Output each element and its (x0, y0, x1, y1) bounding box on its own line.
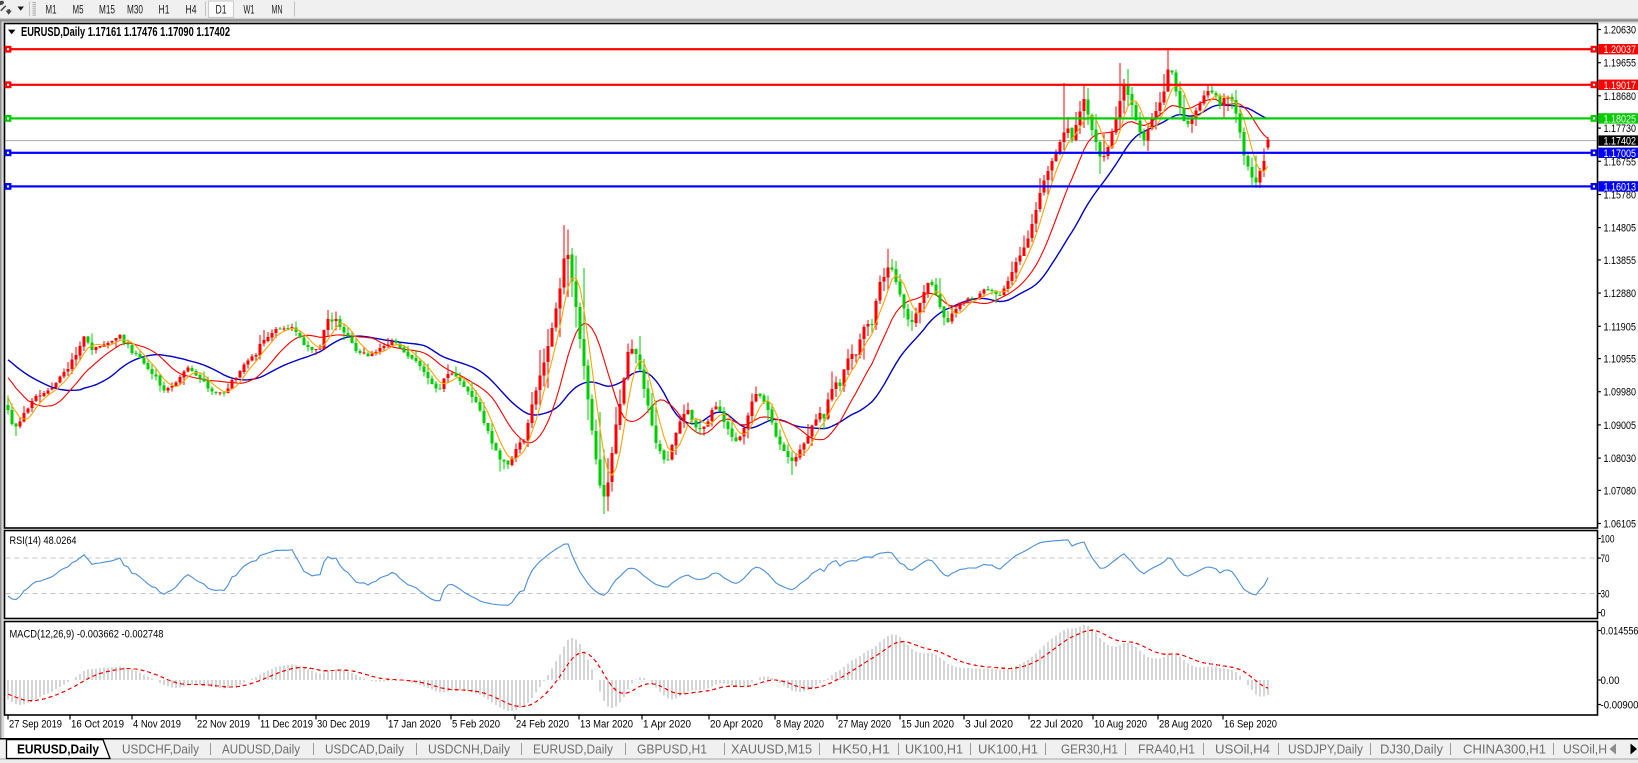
svg-text:27 Sep 2019: 27 Sep 2019 (9, 719, 62, 731)
svg-text:20 Apr 2020: 20 Apr 2020 (710, 719, 763, 731)
svg-text:GER30,H1: GER30,H1 (1061, 743, 1118, 757)
svg-text:USDJPY,Daily: USDJPY,Daily (1288, 743, 1364, 757)
svg-text:UK100,H1: UK100,H1 (978, 743, 1038, 757)
svg-text:USOil,H: USOil,H (1563, 743, 1607, 757)
svg-text:11 Dec 2019: 11 Dec 2019 (260, 719, 313, 731)
svg-text:FRA40,H1: FRA40,H1 (1138, 743, 1195, 757)
svg-text:1.17005: 1.17005 (1604, 148, 1637, 160)
svg-text:1.17730: 1.17730 (1604, 123, 1637, 135)
svg-text:1.20630: 1.20630 (1604, 25, 1637, 37)
svg-text:13 Mar 2020: 13 Mar 2020 (580, 719, 633, 731)
svg-text:1.12880: 1.12880 (1604, 288, 1637, 300)
svg-text:8 May 2020: 8 May 2020 (776, 719, 824, 731)
svg-text:1.17402: 1.17402 (1604, 136, 1637, 148)
svg-text:1.20037: 1.20037 (1604, 44, 1637, 56)
svg-text:0.014556: 0.014556 (1601, 626, 1638, 638)
svg-text:4 Nov 2019: 4 Nov 2019 (133, 719, 181, 731)
svg-text:100: 100 (1601, 534, 1615, 546)
svg-text:DJ30,Daily: DJ30,Daily (1380, 743, 1444, 757)
svg-text:5 Feb 2020: 5 Feb 2020 (452, 719, 500, 731)
svg-text:CHINA300,H1: CHINA300,H1 (1463, 743, 1546, 757)
svg-text:EURUSD,Daily: EURUSD,Daily (533, 743, 614, 757)
svg-text:EURUSD,Daily: EURUSD,Daily (17, 743, 99, 757)
svg-text:28 Aug 2020: 28 Aug 2020 (1159, 719, 1212, 731)
svg-text:H1: H1 (159, 5, 170, 17)
svg-text:3 Jul 2020: 3 Jul 2020 (965, 719, 1013, 731)
svg-text:1.09980: 1.09980 (1604, 387, 1637, 399)
svg-text:22 Jul 2020: 22 Jul 2020 (1030, 719, 1083, 731)
svg-text:M1: M1 (46, 5, 57, 17)
svg-text:27 May 2020: 27 May 2020 (838, 719, 891, 731)
svg-text:1.08030: 1.08030 (1604, 453, 1637, 465)
svg-text:1.09005: 1.09005 (1604, 420, 1637, 432)
svg-text:M30: M30 (127, 5, 143, 17)
svg-text:17 Jan 2020: 17 Jan 2020 (388, 719, 441, 731)
svg-text:RSI(14) 48.0264: RSI(14) 48.0264 (10, 535, 77, 547)
svg-text:USOil,H4: USOil,H4 (1215, 743, 1270, 757)
svg-text:USDCHF,Daily: USDCHF,Daily (122, 743, 200, 757)
svg-text:1.19017: 1.19017 (1604, 80, 1637, 92)
svg-text:D1: D1 (216, 5, 227, 17)
svg-text:M15: M15 (99, 5, 115, 17)
svg-text:1.15780: 1.15780 (1604, 190, 1637, 202)
svg-text:USDCAD,Daily: USDCAD,Daily (325, 743, 405, 757)
svg-text:MACD(12,26,9) -0.003662 -0.002: MACD(12,26,9) -0.003662 -0.002748 (10, 629, 164, 641)
svg-text:M5: M5 (73, 5, 84, 17)
svg-text:AUDUSD,Daily: AUDUSD,Daily (222, 743, 301, 757)
svg-text:1.14805: 1.14805 (1604, 223, 1637, 235)
svg-text:1.19655: 1.19655 (1604, 58, 1637, 70)
svg-text:1.11905: 1.11905 (1604, 321, 1637, 333)
svg-text:10 Aug 2020: 10 Aug 2020 (1094, 719, 1147, 731)
svg-text:15 Jun 2020: 15 Jun 2020 (901, 719, 954, 731)
svg-text:24 Feb 2020: 24 Feb 2020 (516, 719, 569, 731)
svg-text:EURUSD,Daily 1.17161 1.17476: EURUSD,Daily 1.17161 1.17476 1.17090 1.1… (21, 25, 230, 39)
svg-text:1.16013: 1.16013 (1604, 181, 1637, 193)
svg-text:W1: W1 (244, 5, 255, 17)
svg-text:1 Apr 2020: 1 Apr 2020 (643, 719, 691, 731)
svg-text:1.18680: 1.18680 (1604, 91, 1637, 103)
svg-text:16 Oct 2019: 16 Oct 2019 (71, 719, 124, 731)
svg-text:GBPUSD,H1: GBPUSD,H1 (637, 743, 707, 757)
svg-text:22 Nov 2019: 22 Nov 2019 (197, 719, 250, 731)
svg-text:H4: H4 (186, 5, 197, 17)
svg-text:30 Dec 2019: 30 Dec 2019 (317, 719, 370, 731)
svg-text:MN: MN (272, 5, 283, 17)
svg-text:USDCNH,Daily: USDCNH,Daily (428, 743, 511, 757)
svg-text:1.13855: 1.13855 (1604, 255, 1637, 267)
svg-text:0: 0 (1601, 608, 1606, 620)
svg-text:XAUUSD,M15: XAUUSD,M15 (731, 743, 812, 757)
svg-text:HK50,H1: HK50,H1 (832, 743, 890, 757)
svg-text:1.07080: 1.07080 (1604, 485, 1637, 497)
svg-text:UK100,H1: UK100,H1 (905, 743, 963, 757)
svg-text:70: 70 (1601, 553, 1610, 565)
svg-text:30: 30 (1601, 589, 1610, 601)
svg-text:1.18025: 1.18025 (1604, 113, 1637, 125)
svg-text:16 Sep 2020: 16 Sep 2020 (1224, 719, 1277, 731)
svg-text:1.06105: 1.06105 (1604, 519, 1637, 531)
svg-text:1.16755: 1.16755 (1604, 156, 1637, 168)
svg-text:1.10955: 1.10955 (1604, 354, 1637, 366)
svg-text:-0.00900: -0.00900 (1601, 700, 1638, 712)
svg-text:0.00: 0.00 (1601, 675, 1620, 687)
